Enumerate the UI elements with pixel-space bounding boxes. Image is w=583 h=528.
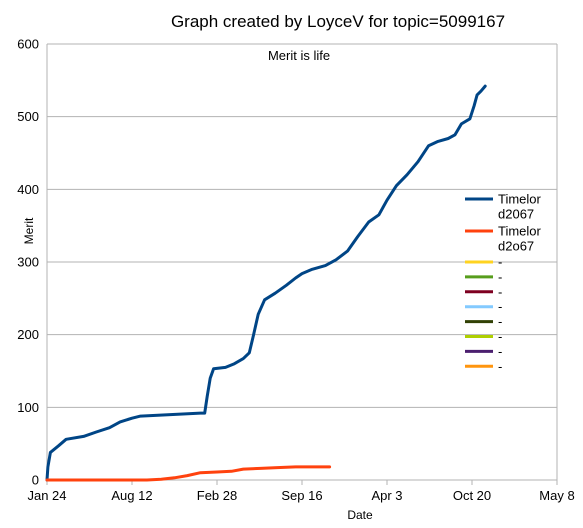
chart-title: Graph created by LoyceV for topic=509916…: [171, 12, 505, 31]
legend-label-1: Timelor d2067: [498, 192, 542, 222]
y-tick-label: 600: [17, 37, 39, 52]
y-tick-label: 300: [17, 255, 39, 270]
series-lines: [45, 84, 487, 482]
legend-label-5: -: [498, 284, 502, 299]
legend-label-6: -: [498, 299, 502, 314]
series-line-1: [45, 84, 487, 482]
x-tick-labels: Jan 24 Aug 12 Feb 28 Sep 16 Apr 3 Oct 20 May 8: [27, 488, 574, 503]
legend-label-8: -: [498, 329, 502, 344]
x-tick-label: Oct 20: [453, 488, 491, 503]
legend-label-10: -: [498, 359, 502, 374]
y-tick-label: 500: [17, 109, 39, 124]
y-tick-label: 0: [32, 473, 39, 488]
x-tick-label: Feb 28: [197, 488, 237, 503]
legend-label-7: -: [498, 314, 502, 329]
y-tick-label: 100: [17, 400, 39, 415]
y-axis-title: Merit: [22, 217, 36, 244]
x-tick-label: Sep 16: [281, 488, 322, 503]
x-tick-label: Jan 24: [27, 488, 66, 503]
chart-subtitle: Merit is life: [268, 48, 330, 63]
legend-label-9: -: [498, 344, 502, 359]
x-tick-label: May 8: [539, 488, 574, 503]
legend-label-4: -: [498, 269, 502, 284]
x-tick-label: Aug 12: [111, 488, 152, 503]
y-tick-label: 200: [17, 327, 39, 342]
series-line-2: [45, 465, 332, 482]
gridlines: [47, 43, 557, 481]
y-tick-label: 400: [17, 182, 39, 197]
y-tick-labels: 0 100 200 300 400 500 600: [17, 37, 39, 488]
legend-label-2: Timelor d2o67: [498, 224, 542, 254]
legend-label-3: -: [498, 255, 502, 270]
x-axis-title: Date: [347, 508, 373, 522]
x-tick-label: Apr 3: [371, 488, 402, 503]
